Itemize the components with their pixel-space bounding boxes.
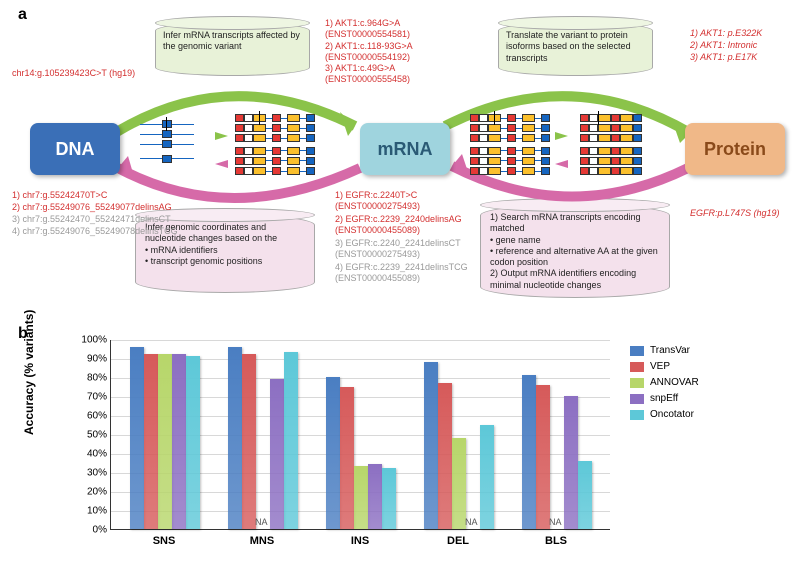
bar-BLS-snpEff (564, 396, 578, 529)
x-label: BLS (513, 535, 599, 547)
bar-INS-VEP (340, 387, 354, 530)
grid-line (111, 340, 610, 341)
bar-SNS-Oncotator (186, 356, 200, 529)
glyphs-left-in (140, 120, 194, 165)
bar-SNS-ANNOVAR (158, 354, 172, 529)
legend-item: TransVar (630, 345, 699, 356)
legend-swatch (630, 394, 644, 404)
legend-swatch (630, 410, 644, 420)
na-label: NA (549, 517, 562, 527)
bar-BLS-VEP (536, 385, 550, 529)
x-label: INS (317, 535, 403, 547)
bar-MNS-Oncotator (284, 352, 298, 529)
bar-DEL-VEP (438, 383, 452, 529)
bar-MNS-VEP (242, 354, 256, 529)
y-tick-label: 0% (77, 525, 107, 536)
bottom-left-1: 1) chr7:g.55242470T>C (12, 190, 107, 201)
bar-INS-TransVar (326, 377, 340, 529)
bar-INS-ANNOVAR (354, 466, 368, 529)
bottom-right-variant: EGFR:p.L747S (hg19) (690, 208, 780, 219)
y-tick-label: 90% (77, 354, 107, 365)
legend-label: TransVar (650, 345, 690, 356)
x-label: SNS (121, 535, 207, 547)
bottom-left-4: 4) chr7:g.55249076_55249078delinsTCG (12, 226, 178, 237)
legend-label: snpEff (650, 393, 678, 404)
top-right-1: 1) AKT1: p.E322K (690, 28, 762, 39)
y-tick-label: 10% (77, 506, 107, 517)
legend: TransVar VEP ANNOVAR snpEff Oncotator (630, 345, 699, 425)
legend-item: ANNOVAR (630, 377, 699, 388)
na-label: NA (255, 517, 268, 527)
protein-node: Protein (685, 123, 785, 175)
bar-SNS-VEP (144, 354, 158, 529)
mrna-node: mRNA (360, 123, 450, 175)
y-tick-label: 50% (77, 430, 107, 441)
bar-MNS-snpEff (270, 379, 284, 529)
legend-label: Oncotator (650, 409, 694, 420)
x-label: MNS (219, 535, 305, 547)
bar-INS-Oncotator (382, 468, 396, 529)
legend-label: VEP (650, 361, 670, 372)
y-tick-label: 80% (77, 373, 107, 384)
bottom-mid-g1: 3) EGFR:c.2240_2241delinsCT (ENST0000027… (335, 238, 461, 261)
chart-area: 0%10%20%30%40%50%60%70%80%90%100%NANANA (110, 340, 610, 530)
bottom-left-2: 2) chr7:g.55249076_55249077delinsAG (12, 202, 172, 213)
legend-item: snpEff (630, 393, 699, 404)
y-tick-label: 100% (77, 335, 107, 346)
y-tick-label: 60% (77, 411, 107, 422)
legend-swatch (630, 346, 644, 356)
bar-DEL-Oncotator (480, 425, 494, 530)
top-right-3: 3) AKT1: p.E17K (690, 52, 757, 63)
bar-BLS-TransVar (522, 375, 536, 529)
top-right-2: 2) AKT1: Intronic (690, 40, 757, 51)
glyphs-right-out (580, 114, 642, 177)
bar-MNS-TransVar (228, 347, 242, 529)
y-tick-label: 70% (77, 392, 107, 403)
top-left-variant: chr14:g.105239423C>T (hg19) (12, 68, 135, 79)
bottom-mid-r1: 1) EGFR:c.2240T>C (ENST00000275493) (335, 190, 420, 213)
legend-item: VEP (630, 361, 699, 372)
glyphs-left-out (235, 114, 315, 177)
na-label: NA (465, 517, 478, 527)
y-axis-title: Accuracy (% variants) (22, 310, 36, 435)
bottom-mid-g2: 4) EGFR:c.2239_2241delinsTCG (ENST000004… (335, 262, 468, 285)
bar-DEL-TransVar (424, 362, 438, 529)
bar-SNS-TransVar (130, 347, 144, 529)
bar-DEL-ANNOVAR (452, 438, 466, 529)
bar-INS-snpEff (368, 464, 382, 529)
glyphs-right-in (470, 114, 550, 177)
bar-BLS-Oncotator (578, 461, 592, 529)
dna-node: DNA (30, 123, 120, 175)
top-mid-variants: 1) AKT1:c.964G>A (ENST00000554581) 2) AK… (325, 18, 413, 86)
y-tick-label: 20% (77, 487, 107, 498)
legend-label: ANNOVAR (650, 377, 699, 388)
legend-swatch (630, 362, 644, 372)
bottom-left-3: 3) chr7:g.55242470_55242471delinsCT (12, 214, 171, 225)
y-tick-label: 30% (77, 468, 107, 479)
x-label: DEL (415, 535, 501, 547)
legend-swatch (630, 378, 644, 388)
panel-b: Accuracy (% variants) 0%10%20%30%40%50%6… (40, 330, 770, 560)
panel-a: Infer mRNA transcripts affected by the g… (0, 8, 800, 318)
legend-item: Oncotator (630, 409, 699, 420)
bottom-mid-r2: 2) EGFR:c.2239_2240delinsAG (ENST0000045… (335, 214, 462, 237)
y-tick-label: 40% (77, 449, 107, 460)
bar-SNS-snpEff (172, 354, 186, 529)
